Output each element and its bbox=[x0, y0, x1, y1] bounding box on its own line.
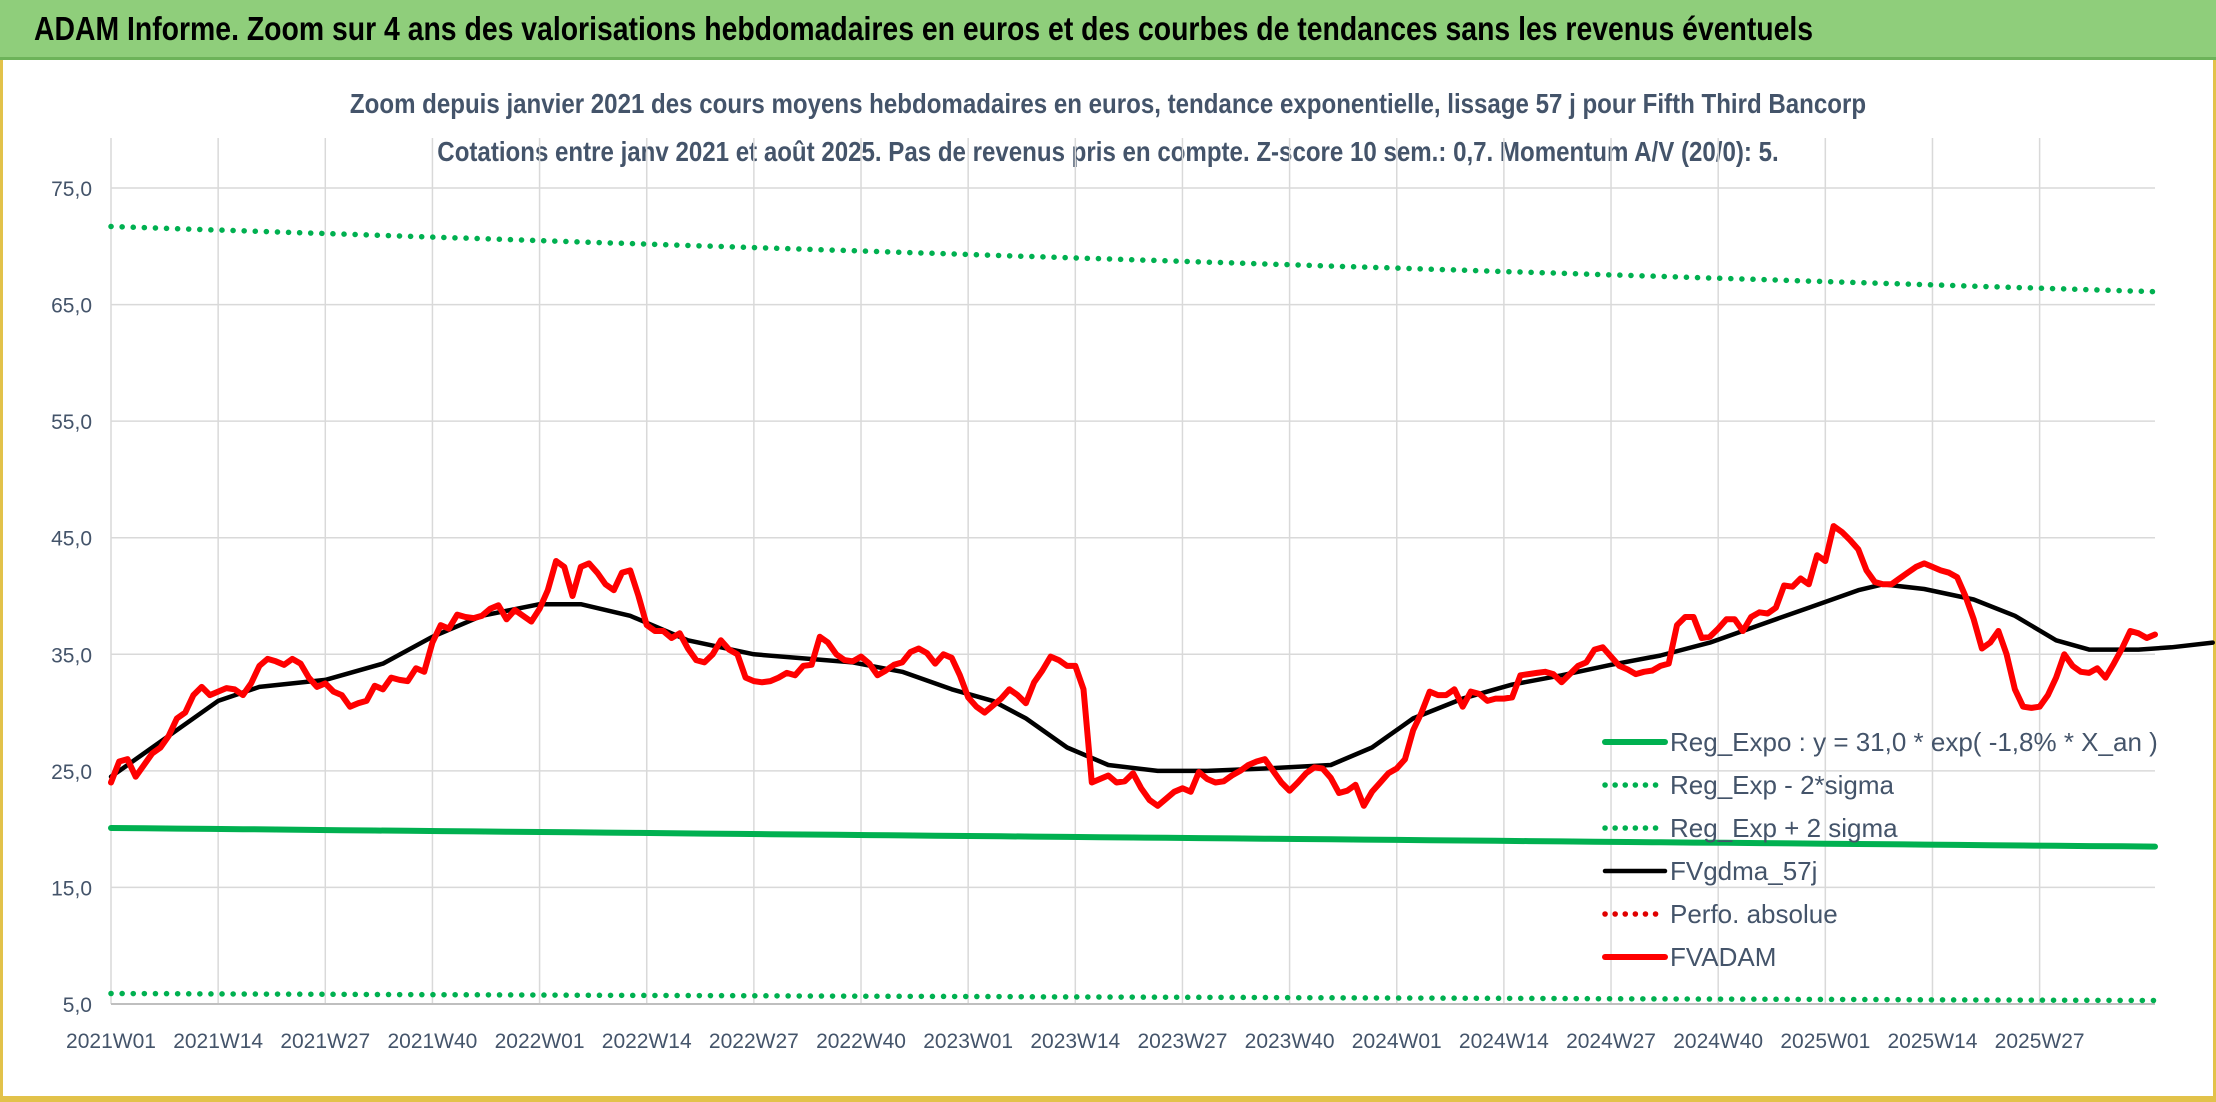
x-tick-label: 2022W01 bbox=[495, 1030, 585, 1053]
x-tick-label: 2023W40 bbox=[1245, 1030, 1335, 1053]
x-tick-label: 2024W40 bbox=[1673, 1030, 1763, 1053]
x-tick-label: 2021W40 bbox=[387, 1030, 477, 1053]
series-reg-minus-2sigma-line bbox=[108, 990, 2158, 1004]
legend-label: FVADAM bbox=[1670, 942, 1776, 972]
y-tick-label: 55,0 bbox=[51, 411, 92, 434]
header-banner: ADAM Informe. Zoom sur 4 ans des valoris… bbox=[0, 0, 2216, 60]
legend-label: Reg_Exp - 2*sigma bbox=[1670, 770, 1895, 800]
bottom-border bbox=[0, 1096, 2216, 1102]
chart-title: Zoom depuis janvier 2021 des cours moyen… bbox=[349, 88, 1867, 119]
x-tick-label: 2022W14 bbox=[602, 1030, 692, 1053]
y-tick-label: 15,0 bbox=[51, 877, 92, 900]
series-reg-expo-line bbox=[108, 825, 2158, 850]
x-tick-label: 2023W27 bbox=[1137, 1030, 1227, 1053]
chart-subtitle: Cotations entre janv 2021 et août 2025. … bbox=[437, 136, 1779, 167]
x-tick-label: 2025W27 bbox=[1995, 1030, 2085, 1053]
x-tick-label: 2022W27 bbox=[709, 1030, 799, 1053]
x-tick-label: 2022W40 bbox=[816, 1030, 906, 1053]
legend-label: Reg_Exp + 2 sigma bbox=[1670, 813, 1898, 843]
y-tick-label: 45,0 bbox=[51, 528, 92, 551]
x-tick-label: 2021W14 bbox=[173, 1030, 263, 1053]
x-tick-label: 2021W01 bbox=[66, 1030, 156, 1053]
legend-label: Perfo. absolue bbox=[1670, 899, 1838, 929]
x-tick-label: 2023W14 bbox=[1030, 1030, 1120, 1053]
x-tick-label: 2024W01 bbox=[1352, 1030, 1442, 1053]
page-title: ADAM Informe. Zoom sur 4 ans des valoris… bbox=[34, 10, 1814, 47]
y-tick-label: 35,0 bbox=[51, 644, 92, 667]
y-tick-label: 25,0 bbox=[51, 761, 92, 784]
series-fvadam-line bbox=[108, 523, 2158, 809]
y-tick-label: 5,0 bbox=[63, 994, 92, 1017]
chart-frame bbox=[0, 60, 2216, 1102]
x-tick-label: 2021W27 bbox=[280, 1030, 370, 1053]
x-tick-label: 2025W14 bbox=[1888, 1030, 1978, 1053]
y-tick-label: 75,0 bbox=[51, 178, 92, 201]
series-reg-plus-2sigma-line bbox=[108, 223, 2158, 295]
x-tick-label: 2023W01 bbox=[923, 1030, 1013, 1053]
x-tick-label: 2024W27 bbox=[1566, 1030, 1656, 1053]
legend-label: Reg_Expo : y = 31,0 * exp( -1,8% * X_an … bbox=[1670, 727, 2158, 757]
legend-label: FVgdma_57j bbox=[1670, 856, 1817, 886]
x-tick-label: 2025W01 bbox=[1780, 1030, 1870, 1053]
y-tick-label: 65,0 bbox=[51, 295, 92, 318]
x-tick-label: 2024W14 bbox=[1459, 1030, 1549, 1053]
